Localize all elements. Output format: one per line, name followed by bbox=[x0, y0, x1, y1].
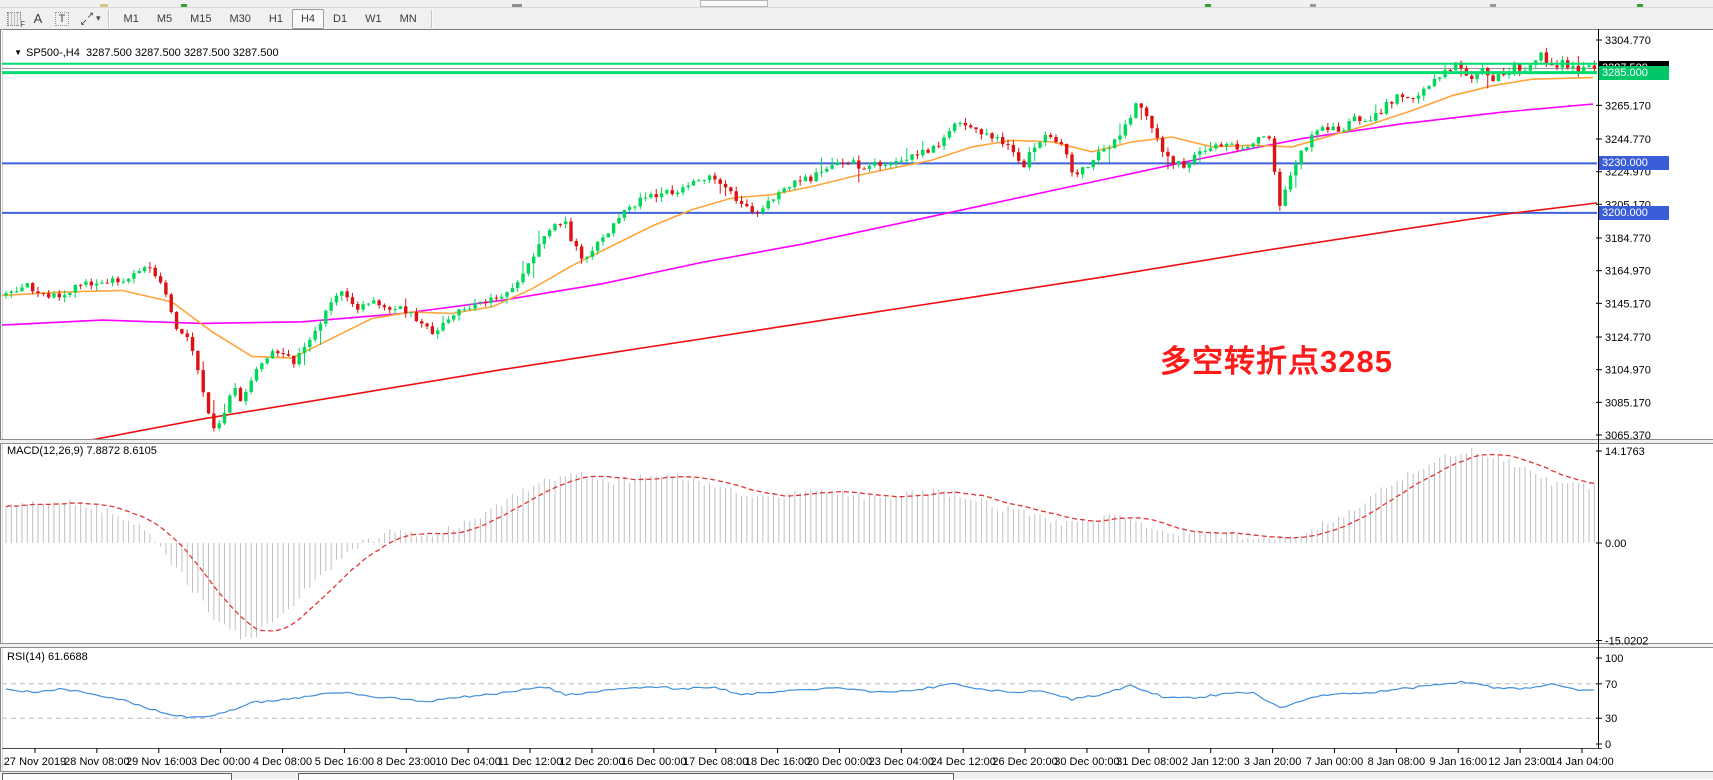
macd-panel[interactable] bbox=[5, 447, 1595, 640]
time-tick-label: 17 Dec 08:00 bbox=[683, 756, 748, 768]
timeframe-button-M15[interactable]: M15 bbox=[190, 12, 212, 25]
timeframe-button-W1[interactable]: W1 bbox=[365, 12, 382, 25]
text-box-icon[interactable]: T bbox=[52, 10, 72, 27]
candlestick-series bbox=[4, 47, 1597, 432]
grid-snap-icon[interactable]: F bbox=[4, 10, 25, 29]
clipped-bottom-tab bbox=[298, 773, 954, 780]
chart-canvas[interactable]: 3304.7703265.1703244.7703224.9703205.170… bbox=[0, 29, 1713, 778]
timeframe-button-H1[interactable]: H1 bbox=[268, 12, 283, 25]
macd-indicator-label: MACD(12,26,9) 7.8872 8.6105 bbox=[7, 445, 157, 457]
time-tick-label: 9 Jan 16:00 bbox=[1429, 756, 1487, 768]
price-tick-label: 3304.770 bbox=[1605, 35, 1651, 47]
clipped-bottom-tab bbox=[2, 773, 232, 780]
price-tick-label: 3065.370 bbox=[1605, 430, 1651, 442]
price-tag-3230.000: 3230.000 bbox=[1599, 156, 1669, 171]
time-tick-label: 14 Jan 04:00 bbox=[1550, 756, 1614, 768]
time-tick-label: 7 Jan 00:00 bbox=[1306, 756, 1364, 768]
time-tick-label: 5 Dec 16:00 bbox=[315, 756, 374, 768]
macd-tick-label: 14.1763 bbox=[1605, 446, 1645, 458]
chart-title: ▼ SP500-,H4 3287.500 3287.500 3287.500 32… bbox=[8, 35, 279, 59]
time-tick-label: 28 Nov 08:00 bbox=[64, 756, 129, 768]
clipped-toolbar-fragment bbox=[100, 4, 108, 7]
timeframe-button-D1[interactable]: D1 bbox=[333, 12, 348, 25]
price-tick-label: 3244.770 bbox=[1605, 134, 1651, 146]
timeframe-button-MN[interactable]: MN bbox=[399, 12, 417, 25]
timeframe-button-group: M1 M5 M15 M30 H1 H4 D1 W1 MN bbox=[115, 8, 426, 29]
clipped-toolbar-fragment bbox=[1490, 4, 1496, 7]
time-tick-label: 3 Dec 00:00 bbox=[191, 756, 250, 768]
price-tick-label: 3104.970 bbox=[1605, 365, 1651, 377]
dropdown-caret-icon[interactable]: ▾ bbox=[96, 13, 101, 23]
arrows-objects-icon[interactable]: ↗ ↙ ▾ bbox=[80, 10, 101, 27]
macd-tick-label: -15.0202 bbox=[1605, 635, 1648, 647]
time-tick-label: 12 Dec 20:00 bbox=[559, 756, 624, 768]
clipped-upper-toolbar bbox=[0, 0, 1713, 8]
arrows-glyph: ↗ ↙ bbox=[80, 9, 94, 27]
time-tick-label: 31 Dec 08:00 bbox=[1116, 756, 1181, 768]
grid-glyph bbox=[7, 11, 21, 26]
price-tick-label: 3124.770 bbox=[1605, 332, 1651, 344]
price-tick-label: 3184.770 bbox=[1605, 233, 1651, 245]
time-tick-label: 4 Dec 08:00 bbox=[253, 756, 312, 768]
time-tick-label: 2 Jan 12:00 bbox=[1182, 756, 1240, 768]
timeframe-button-M5[interactable]: M5 bbox=[156, 12, 173, 25]
text-a-glyph: A bbox=[33, 11, 43, 26]
chart-title-quotes: 3287.500 3287.500 3287.500 3287.500 bbox=[85, 47, 279, 59]
rsi-tick-label: 100 bbox=[1605, 653, 1623, 665]
price-tick-label: 3145.170 bbox=[1605, 298, 1651, 310]
price-tick-label: 3164.970 bbox=[1605, 266, 1651, 278]
time-tick-label: 23 Dec 04:00 bbox=[869, 756, 934, 768]
ma-slow-red-line bbox=[92, 202, 1597, 439]
rsi-line bbox=[5, 680, 1595, 719]
time-tick-label: 27 Nov 2019 bbox=[4, 756, 66, 768]
price-tick-label: 3265.170 bbox=[1605, 100, 1651, 112]
toolbar: F A T ↗ ↙ ▾ M1 M5 M15 M30 H1 H4 D1 W1 MN bbox=[0, 8, 1713, 29]
clipped-bottom-bar bbox=[0, 771, 1713, 780]
timeframe-button-M30[interactable]: M30 bbox=[229, 12, 251, 25]
time-tick-label: 24 Dec 12:00 bbox=[930, 756, 995, 768]
time-tick-label: 29 Nov 16:00 bbox=[126, 756, 191, 768]
clipped-toolbar-fragment bbox=[1205, 4, 1211, 7]
grid-f-label: F bbox=[20, 20, 25, 29]
time-tick-label: 8 Dec 23:00 bbox=[377, 756, 436, 768]
clipped-toolbar-fragment bbox=[700, 0, 768, 7]
price-tag-3285.000: 3285.000 bbox=[1599, 65, 1669, 80]
text-t-glyph: T bbox=[54, 11, 70, 26]
chart-title-symbol: SP500-,H4 bbox=[26, 47, 80, 59]
timeframe-button-H4[interactable]: H4 bbox=[291, 8, 325, 29]
time-tick-label: 18 Dec 16:00 bbox=[745, 756, 810, 768]
time-tick-label: 11 Dec 12:00 bbox=[498, 756, 563, 768]
chart-annotation-text[interactable]: 多空转折点3285 bbox=[1160, 344, 1393, 379]
time-tick-label: 12 Jan 23:00 bbox=[1488, 756, 1552, 768]
symbol-dropdown-icon[interactable]: ▼ bbox=[14, 48, 23, 57]
macd-signal-line bbox=[5, 453, 1595, 632]
rsi-tick-label: 30 bbox=[1605, 713, 1617, 725]
macd-tick-label: 0.00 bbox=[1605, 538, 1626, 550]
time-tick-label: 20 Dec 00:00 bbox=[807, 756, 872, 768]
time-tick-label: 26 Dec 20:00 bbox=[992, 756, 1057, 768]
rsi-panel[interactable] bbox=[2, 680, 1597, 719]
clipped-toolbar-fragment bbox=[1637, 4, 1643, 7]
time-tick-label: 10 Dec 04:00 bbox=[435, 756, 500, 768]
time-tick-label: 8 Jan 08:00 bbox=[1368, 756, 1426, 768]
price-tick-label: 3085.170 bbox=[1605, 397, 1651, 409]
toolbar-separator bbox=[430, 9, 433, 28]
chart-window[interactable]: 3304.7703265.1703244.7703224.9703205.170… bbox=[0, 29, 1713, 778]
clipped-toolbar-fragment bbox=[181, 4, 187, 7]
main-price-panel[interactable] bbox=[2, 47, 1597, 441]
timeframe-button-M1[interactable]: M1 bbox=[123, 12, 139, 25]
time-tick-label: 16 Dec 00:00 bbox=[621, 756, 686, 768]
clipped-toolbar-fragment bbox=[1310, 4, 1316, 7]
toolbar-separator bbox=[107, 9, 110, 28]
time-tick-label: 30 Dec 00:00 bbox=[1054, 756, 1119, 768]
rsi-tick-label: 70 bbox=[1605, 679, 1617, 691]
clipped-toolbar-fragment bbox=[512, 4, 522, 7]
time-tick-label: 3 Jan 20:00 bbox=[1244, 756, 1302, 768]
price-tag-3200.000: 3200.000 bbox=[1599, 205, 1669, 220]
text-label-icon[interactable]: A bbox=[28, 10, 48, 27]
rsi-indicator-label: RSI(14) 61.6688 bbox=[7, 651, 88, 663]
rsi-tick-label: 0 bbox=[1605, 739, 1611, 751]
